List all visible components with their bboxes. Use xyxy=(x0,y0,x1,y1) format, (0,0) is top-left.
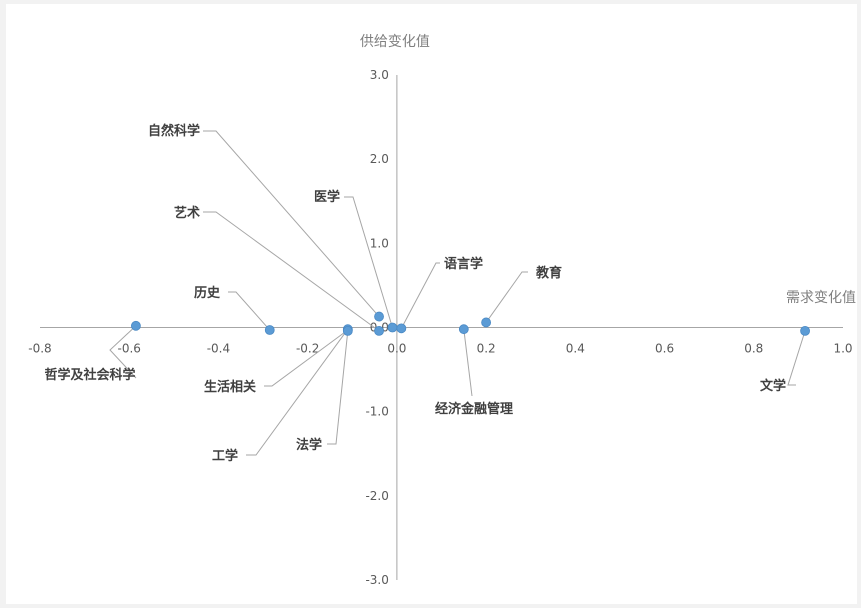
leader-lines xyxy=(109,130,806,456)
leader-line xyxy=(203,211,380,332)
chart-area: -0.8 -0.6 -0.4 -0.2 0.0 0.2 0.4 0.6 0.8 1.0 3.0 2.… xyxy=(6,4,857,604)
x-tick-label: 0.2 xyxy=(477,342,496,356)
x-tick-label: -0.2 xyxy=(296,342,319,356)
data-points xyxy=(131,311,810,336)
data-point[interactable] xyxy=(264,325,275,335)
data-point[interactable] xyxy=(374,311,384,322)
data-label: 语言学 xyxy=(444,256,483,272)
data-label: 教育 xyxy=(535,265,562,281)
leader-line xyxy=(344,196,393,328)
data-label: 法学 xyxy=(296,437,322,453)
leader-line xyxy=(203,130,380,317)
leader-line xyxy=(787,330,806,386)
scatter-chart: -0.8 -0.6 -0.4 -0.2 0.0 0.2 0.4 0.6 0.8 1.0 3.0 2.… xyxy=(28,34,856,587)
x-tick-label: 0.4 xyxy=(566,342,585,356)
x-tick-label: -0.8 xyxy=(28,342,51,356)
data-label: 历史 xyxy=(194,285,221,301)
data-point[interactable] xyxy=(481,317,492,328)
y-tick-label: 1.0 xyxy=(370,236,389,250)
data-label: 自然科学 xyxy=(148,123,200,139)
x-tick-label: 0.8 xyxy=(744,342,763,356)
data-label: 生活相关 xyxy=(204,379,256,395)
leader-line xyxy=(327,330,349,445)
x-tick-label: -0.4 xyxy=(207,342,230,356)
leader-line xyxy=(228,291,271,331)
x-axis-title: 需求变化值 xyxy=(786,290,856,306)
leader-line xyxy=(463,329,473,397)
y-tick-label: -1.0 xyxy=(365,405,388,419)
x-tick-labels: -0.8 -0.6 -0.4 -0.2 0.0 0.2 0.4 0.6 0.8 1.0 xyxy=(28,342,852,356)
leader-line xyxy=(400,262,440,329)
x-tick-label: 1.0 xyxy=(833,342,852,356)
axes xyxy=(40,75,843,580)
y-axis-title: 供给变化值 xyxy=(360,34,430,50)
y-tick-labels: 3.02.01.00.0-1.0-2.0-3.0 xyxy=(365,68,388,587)
data-label: 文学 xyxy=(760,378,786,394)
leader-line xyxy=(485,271,528,323)
leader-line xyxy=(109,325,137,379)
leader-line xyxy=(246,328,349,456)
data-point[interactable] xyxy=(396,323,407,334)
data-point[interactable] xyxy=(374,325,384,336)
data-point[interactable] xyxy=(131,320,141,331)
data-point[interactable] xyxy=(342,325,353,336)
data-label: 艺术 xyxy=(174,205,200,221)
data-label: 工学 xyxy=(212,448,238,464)
x-tick-label: -0.6 xyxy=(118,342,141,356)
y-tick-label: -3.0 xyxy=(365,573,388,587)
data-point[interactable] xyxy=(387,322,398,333)
leader-line xyxy=(264,329,349,387)
data-label: 医学 xyxy=(314,189,340,205)
y-tick-label: 2.0 xyxy=(370,152,389,166)
data-point[interactable] xyxy=(800,325,810,336)
data-label: 哲学及社会科学 xyxy=(44,367,135,383)
data-label: 经济金融管理 xyxy=(435,401,513,417)
y-tick-label: -2.0 xyxy=(365,489,388,503)
x-tick-label: 0.6 xyxy=(655,342,674,356)
data-point[interactable] xyxy=(458,324,469,335)
x-tick-label: 0.0 xyxy=(387,342,406,356)
y-tick-label: 3.0 xyxy=(370,68,389,82)
